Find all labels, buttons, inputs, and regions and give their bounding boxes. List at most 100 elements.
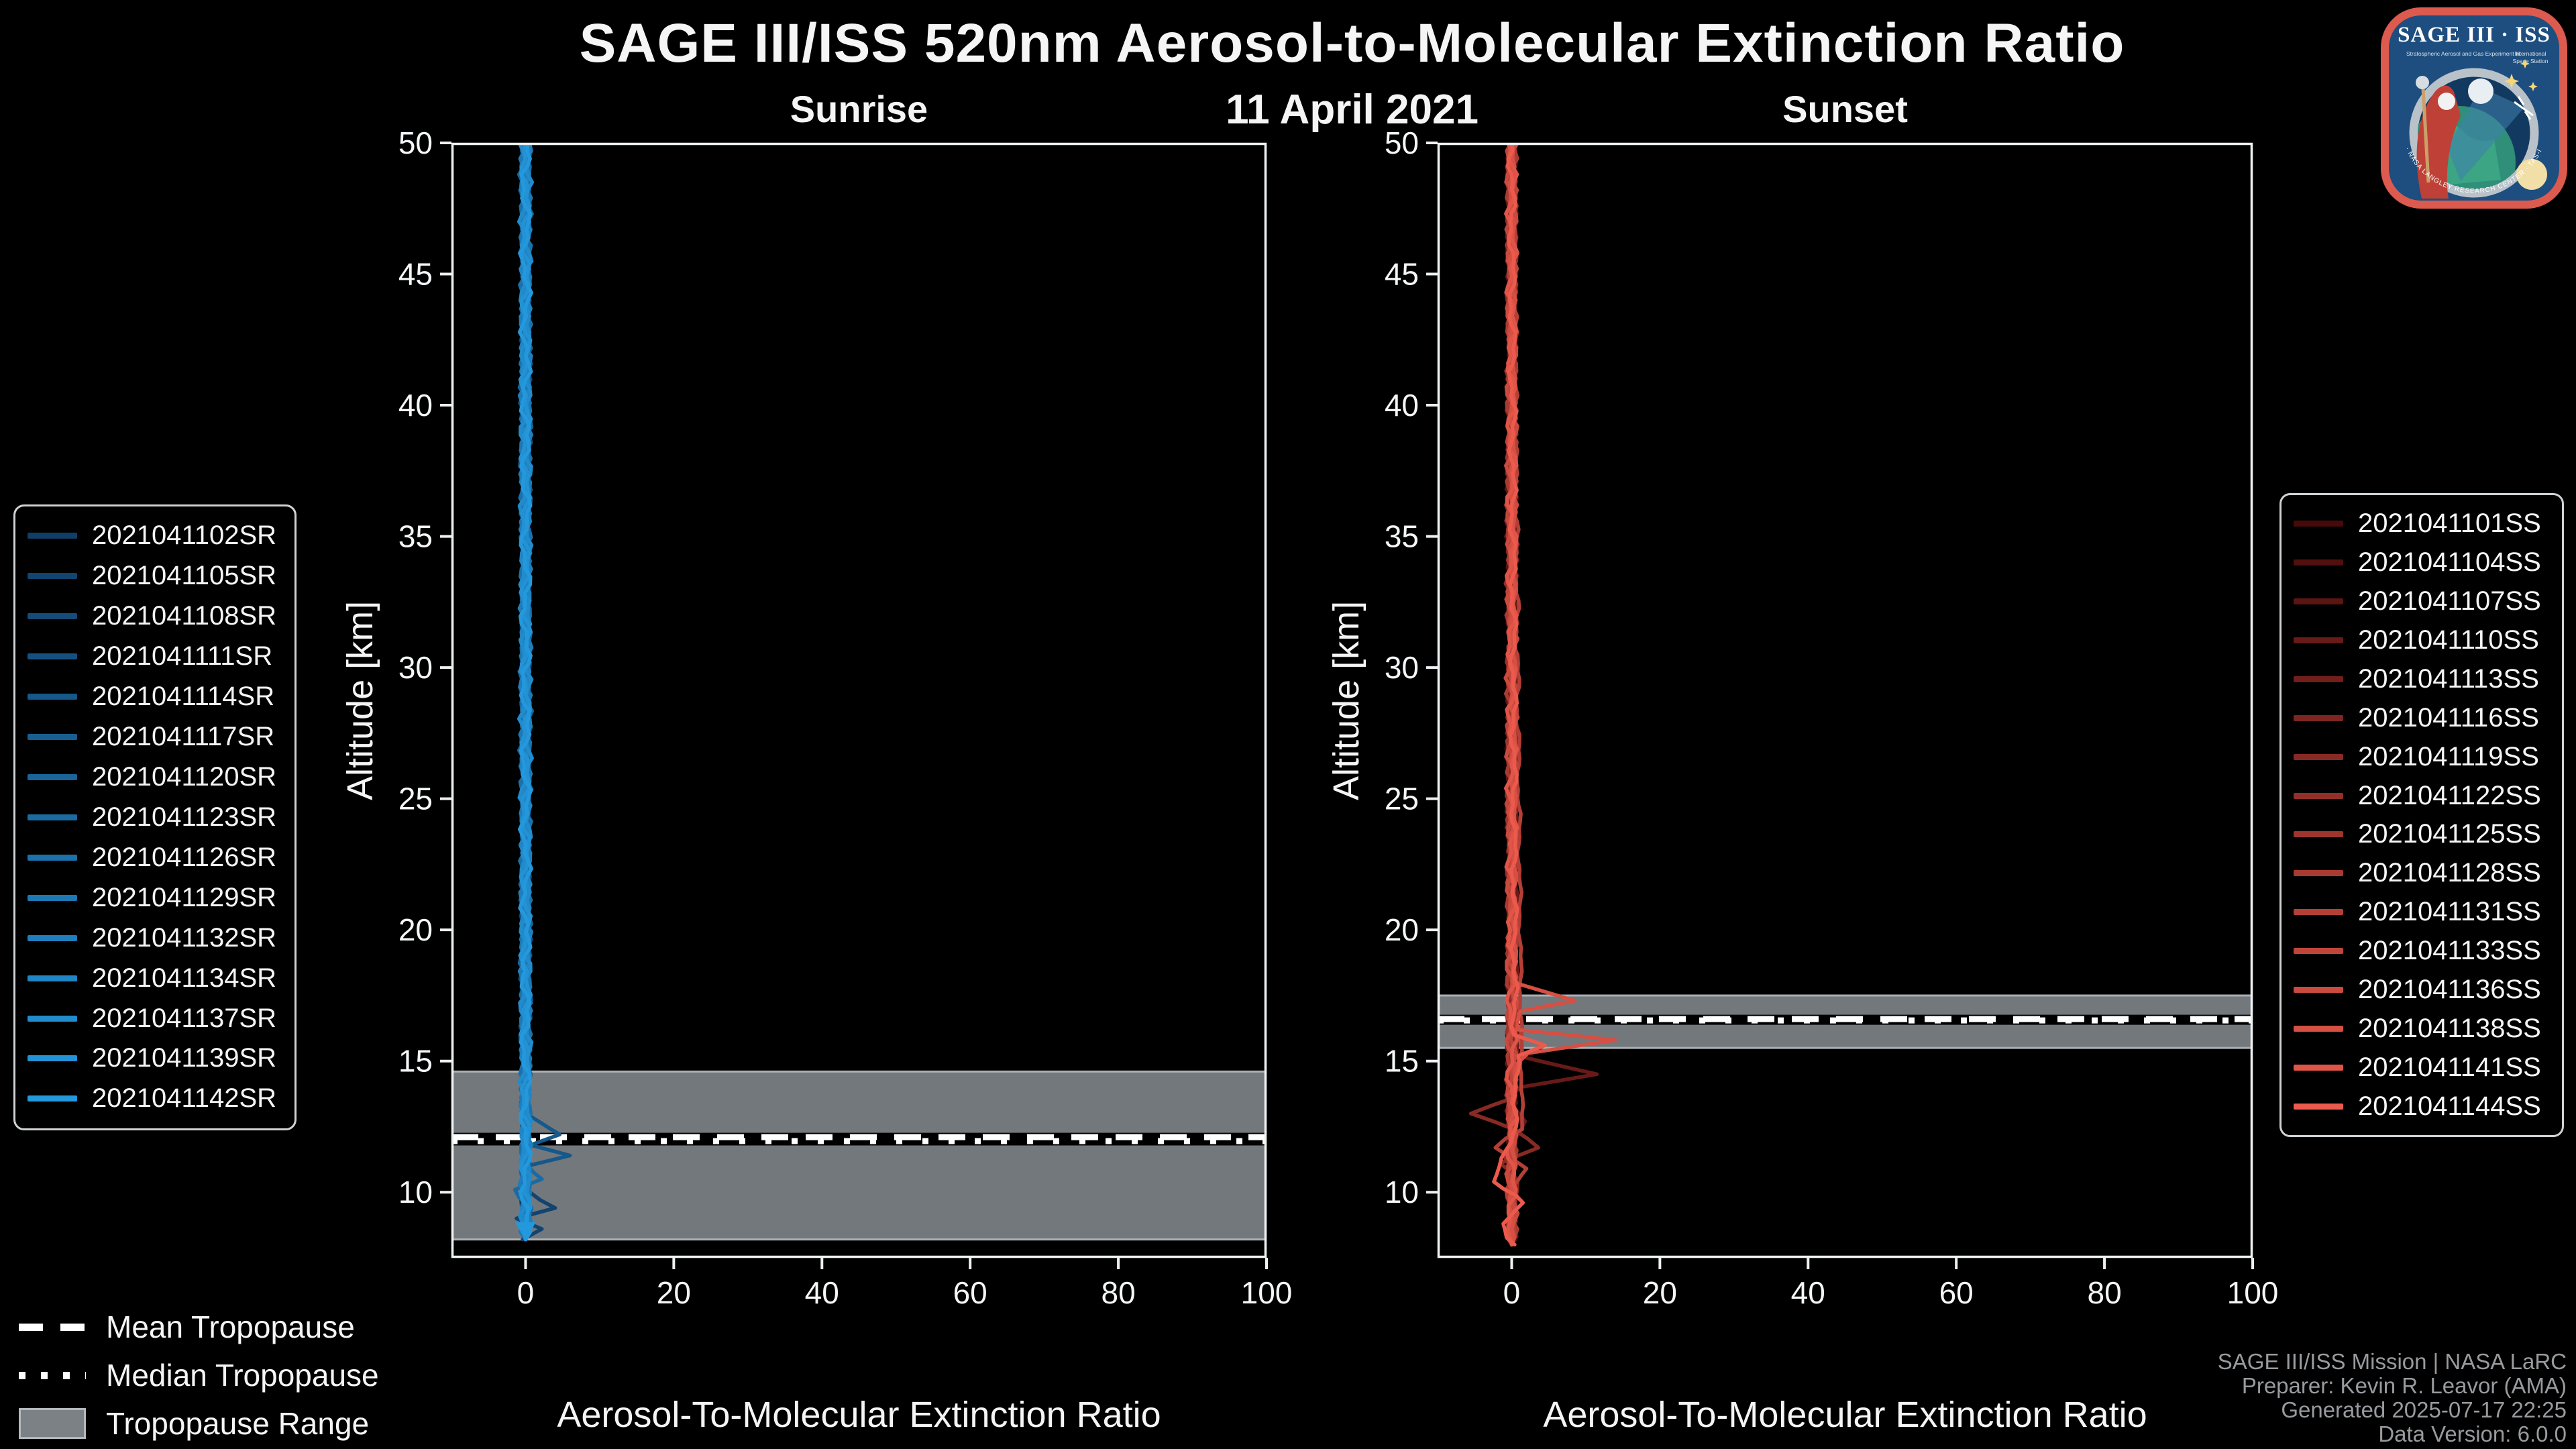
logo-stars [2504,59,2538,91]
profile-end-marker [515,1222,536,1241]
legend-item-label: 2021041128SS [2358,858,2541,888]
legend-item-2021041104SS: 2021041104SS [2294,547,2550,578]
dotted-line-sample [19,1371,86,1379]
plot-frame [451,142,1267,1258]
y-tick-label: 45 [398,257,433,292]
line-color-sample [28,694,77,700]
legend-item-label: 2021041110SS [2358,625,2539,655]
profile-line-2021041144SS [1492,143,1547,1247]
line-color-sample [2294,676,2343,682]
figure-title: SAGE III/ISS 520nm Aerosol-to-Molecular … [579,13,2125,74]
dashed-line-sample [19,1323,86,1331]
legend-item-label: 2021041132SR [92,922,277,953]
line-color-sample [2294,909,2343,916]
line-color-sample [28,1095,77,1102]
x-tick-label: 60 [953,1275,987,1310]
legend-item-label: 2021041134SR [92,963,277,993]
legend-item-2021041132SR: 2021041132SR [28,923,282,953]
line-color-sample [2294,598,2343,605]
legend-item-label: 2021041144SS [2358,1091,2541,1121]
legend-item-label: 2021041123SR [92,802,277,832]
legend-item-2021041111SR: 2021041111SR [28,641,282,672]
x-tick-label: 0 [517,1275,535,1310]
x-tick-label: 0 [1503,1275,1521,1310]
line-color-sample [28,975,77,981]
line-color-sample [28,653,77,660]
line-color-sample [28,934,77,941]
legend-sunset: 2021041101SS 2021041104SS 2021041107SS 2021… [2279,493,2564,1137]
legend-item-2021041137SR: 2021041137SR [28,1004,282,1034]
legend-item-2021041102SR: 2021041102SR [28,521,282,551]
legend-item-2021041126SR: 2021041126SR [28,843,282,873]
legend-item-2021041142SR: 2021041142SR [28,1083,282,1114]
legend-item-label: 2021041104SS [2358,547,2541,578]
y-tick-label: 25 [1385,782,1419,816]
x-tick-label: 20 [1643,1275,1677,1310]
legend-item-2021041107SS: 2021041107SS [2294,586,2550,616]
y-tick-label: 35 [1385,519,1419,554]
legend-item-label: 2021041131SS [2358,897,2541,927]
line-color-sample [28,613,77,620]
legend-item-2021041144SS: 2021041144SS [2294,1091,2550,1122]
x-tick-label: 60 [1939,1275,1974,1310]
sage-iss-mission-logo: SAGE III · ISS Stratospheric Aerosol and… [2377,1,2567,209]
y-tick-label: 50 [398,125,433,160]
legend-item-2021041116SS: 2021041116SS [2294,703,2550,733]
x-tick-label: 100 [1241,1275,1293,1310]
line-color-sample [2294,986,2343,993]
y-tick-label: 30 [398,650,433,685]
legend-item-2021041131SS: 2021041131SS [2294,897,2550,927]
legend-item-2021041125SS: 2021041125SS [2294,819,2550,849]
x-tick-label: 80 [2088,1275,2122,1310]
legend-item-2021041139SR: 2021041139SR [28,1043,282,1073]
logo-subtitle-iss-1: International [2515,50,2546,57]
line-color-sample [2294,753,2343,760]
legend-item-label: 2021041136SS [2358,974,2541,1004]
line-color-sample [2294,792,2343,799]
y-tick-label: 25 [398,782,433,816]
line-color-sample [2294,637,2343,644]
logo-iss [2514,96,2534,120]
plot-area-sunset: 0 20 40 60 80 100 10 15 20 25 30 35 40 45 50 [1385,125,2279,1310]
legend-item-label: 2021041141SS [2358,1052,2541,1082]
tropopause-legend: Mean Tropopause Median Tropopause Tropop… [19,1309,379,1441]
legend-item-2021041108SR: 2021041108SR [28,601,282,631]
line-color-sample [2294,521,2343,527]
legend-item-label: 2021041113SS [2358,663,2539,694]
y-tick-label: 15 [1385,1044,1419,1079]
line-color-sample [2294,1064,2343,1071]
line-color-sample [2294,831,2343,838]
line-color-sample [28,773,77,780]
legend-item-label: 2021041108SR [92,601,277,631]
logo-sun [2516,159,2547,190]
legend-item-label: 2021041126SR [92,842,277,872]
logo-moon [2468,78,2493,104]
tropopause-range-band [451,1071,1267,1240]
legend-item-label: 2021041105SR [92,561,277,591]
y-tick-label: 40 [398,388,433,423]
legend-item-2021041136SS: 2021041136SS [2294,975,2550,1005]
legend-item-label: 2021041125SS [2358,819,2541,849]
y-tick-label: 35 [398,519,433,554]
y-tick-label: 20 [1385,912,1419,947]
legend-item-2021041129SR: 2021041129SR [28,883,282,913]
legend-item-2021041119SS: 2021041119SS [2294,742,2550,772]
tropopause-range-label: Tropopause Range [106,1406,370,1441]
legend-item-tropopause-range: Tropopause Range [19,1406,379,1441]
logo-subtitle-iss-2: Space Station [2513,58,2548,64]
legend-item-label: 2021041117SR [92,722,275,752]
legend-item-2021041128SS: 2021041128SS [2294,858,2550,888]
legend-item-2021041110SS: 2021041110SS [2294,625,2550,655]
y-tick-label: 20 [398,912,433,947]
median-tropopause-label: Median Tropopause [106,1358,379,1393]
line-color-sample [2294,870,2343,877]
logo-title: SAGE III · ISS [2398,23,2551,47]
plot-contents [451,143,1267,1242]
line-color-sample [28,814,77,820]
legend-item-label: 2021041133SS [2358,936,2541,966]
plot-area-sunrise: 0 20 40 60 80 100 10 15 20 25 30 35 40 45 50 [398,125,1293,1310]
legend-item-2021041141SS: 2021041141SS [2294,1053,2550,1083]
attribution-data-version: Data Version: 6.0.0 [2378,1421,2567,1446]
legend-item-2021041117SR: 2021041117SR [28,722,282,752]
legend-item-2021041105SR: 2021041105SR [28,561,282,591]
